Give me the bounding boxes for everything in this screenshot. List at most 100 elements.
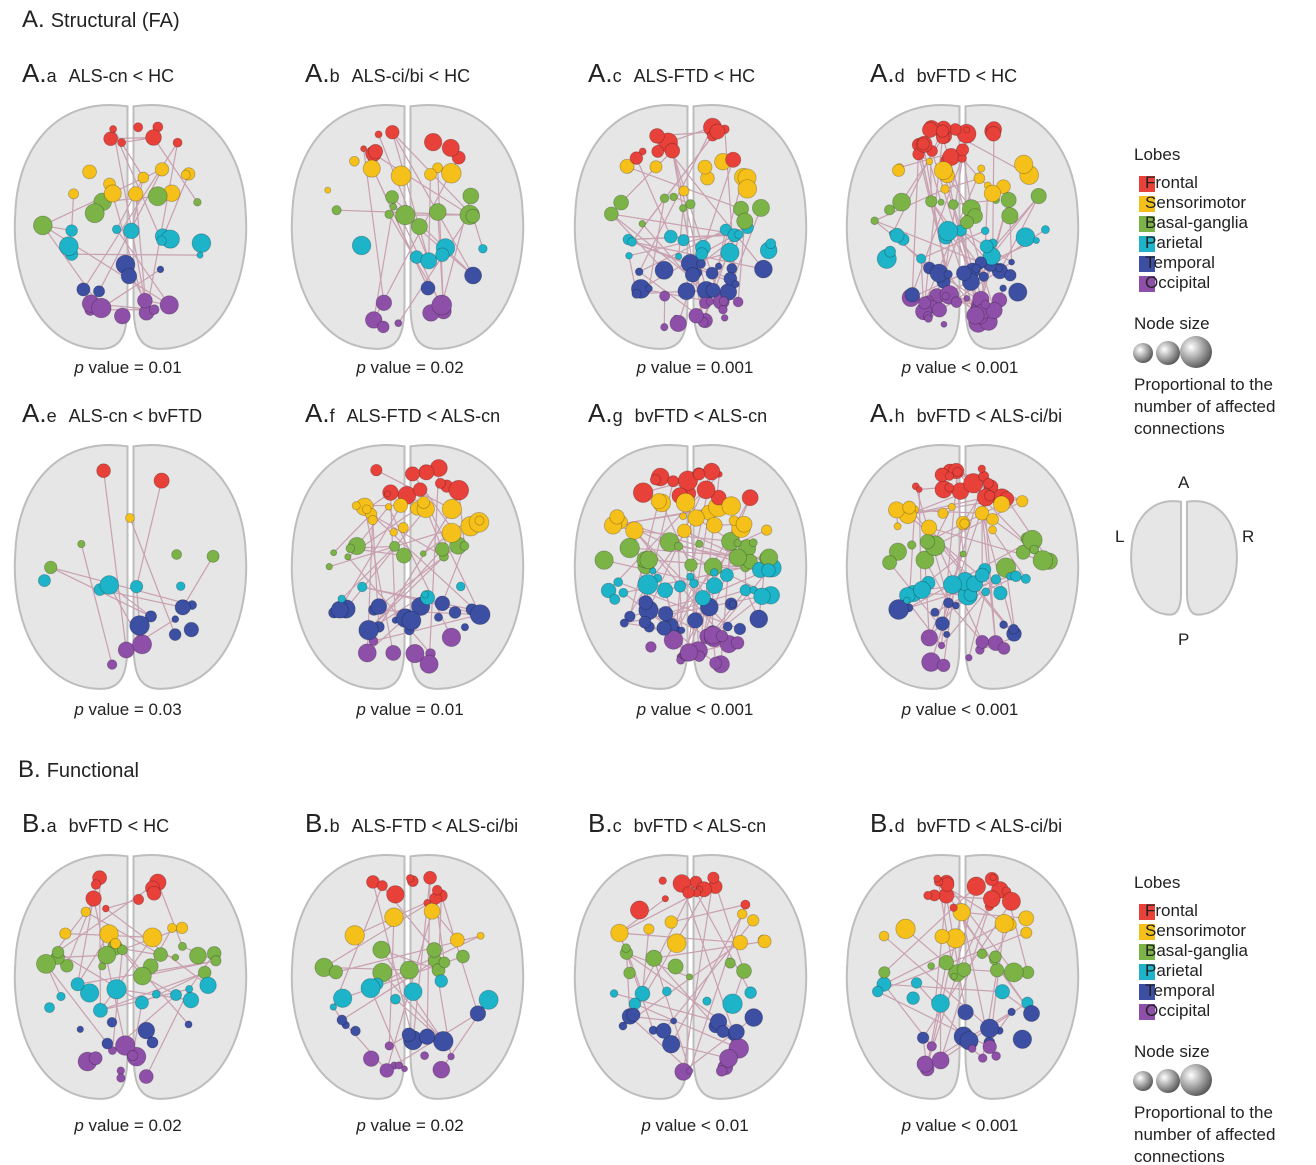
- legend-title: Lobes: [1134, 145, 1180, 165]
- connection: [373, 613, 481, 642]
- panel-sub: f: [329, 406, 335, 426]
- node: [59, 927, 72, 940]
- panel-sub: c: [612, 816, 622, 836]
- node: [389, 528, 398, 537]
- section-title: A. Structural (FA): [22, 6, 180, 34]
- node: [362, 159, 381, 178]
- lobe-name: Temporal: [1145, 981, 1215, 1000]
- node: [184, 1020, 193, 1029]
- node: [384, 907, 404, 927]
- node: [994, 913, 1014, 934]
- lobe-item: Basal-ganglia: [1145, 213, 1248, 233]
- node: [721, 496, 741, 516]
- node: [65, 224, 78, 237]
- node: [995, 557, 1017, 578]
- size-sphere: [1156, 341, 1180, 365]
- node: [433, 612, 444, 622]
- p-value: p value < 0.001: [902, 700, 1019, 720]
- node: [663, 229, 678, 244]
- node: [695, 247, 709, 261]
- node: [937, 220, 959, 242]
- connection: [370, 513, 481, 615]
- panel-label: B.d bvFTD < ALS-ci/bi: [870, 808, 1062, 839]
- node: [154, 162, 170, 177]
- node: [971, 263, 981, 273]
- node: [724, 957, 736, 969]
- brain-render: [573, 854, 808, 1100]
- node: [370, 598, 388, 615]
- node: [404, 466, 421, 482]
- node: [146, 885, 162, 901]
- node: [623, 966, 636, 980]
- node: [625, 521, 644, 540]
- node: [686, 1067, 694, 1075]
- node: [376, 320, 390, 334]
- panel-title: bvFTD < ALS-ci/bi: [916, 816, 1063, 836]
- node: [85, 890, 102, 907]
- node: [931, 993, 950, 1013]
- panel-letter: A.: [305, 398, 330, 428]
- p-symbol: p: [901, 1116, 912, 1135]
- legend-title: Lobes: [1134, 873, 1180, 893]
- node: [952, 601, 960, 610]
- node: [722, 993, 743, 1014]
- p-value: p value = 0.02: [356, 358, 463, 378]
- node: [345, 543, 356, 554]
- p-symbol: p: [901, 358, 912, 377]
- connection: [339, 495, 408, 610]
- node: [663, 630, 684, 650]
- orient-r: R: [1242, 527, 1255, 546]
- node: [478, 989, 499, 1010]
- node: [1016, 495, 1029, 508]
- node: [888, 542, 907, 561]
- connection: [323, 895, 442, 968]
- node: [956, 143, 970, 157]
- node: [889, 227, 905, 243]
- hemisphere: [692, 854, 808, 1100]
- node: [666, 933, 687, 954]
- node: [133, 893, 145, 906]
- node: [449, 932, 465, 948]
- lobe-name: Frontal: [1145, 901, 1198, 920]
- node: [645, 641, 657, 653]
- connection: [112, 128, 163, 241]
- node: [728, 600, 737, 609]
- node: [199, 976, 217, 995]
- node: [714, 262, 723, 270]
- node: [189, 946, 207, 965]
- node: [629, 151, 644, 165]
- connection: [368, 548, 443, 631]
- node: [367, 143, 384, 160]
- node: [107, 1046, 117, 1056]
- node: [351, 235, 372, 256]
- node: [731, 280, 740, 289]
- node: [682, 886, 695, 899]
- size-sphere: [1156, 1069, 1180, 1093]
- node: [91, 297, 112, 319]
- node: [977, 1053, 988, 1063]
- node: [594, 550, 614, 570]
- node: [627, 237, 637, 247]
- panel-letter: A.: [870, 58, 895, 88]
- node: [99, 575, 120, 595]
- node: [174, 599, 191, 616]
- node: [438, 956, 451, 969]
- node: [172, 137, 183, 148]
- node: [117, 641, 135, 659]
- node: [1001, 891, 1021, 911]
- connection: [620, 150, 673, 204]
- section-letter: B.: [18, 756, 41, 783]
- node: [625, 251, 633, 260]
- node: [725, 151, 742, 168]
- node: [328, 965, 343, 980]
- node: [999, 620, 1008, 630]
- node: [687, 509, 705, 527]
- panel-label: B.b ALS-FTD < ALS-ci/bi: [305, 808, 518, 839]
- node: [728, 1023, 745, 1041]
- node: [988, 525, 997, 535]
- panel-label: A.a ALS-cn < HC: [22, 58, 174, 89]
- p-symbol: p: [74, 700, 84, 719]
- node: [109, 937, 122, 950]
- node: [920, 629, 939, 647]
- panel-title: bvFTD < ALS-ci/bi: [916, 406, 1063, 426]
